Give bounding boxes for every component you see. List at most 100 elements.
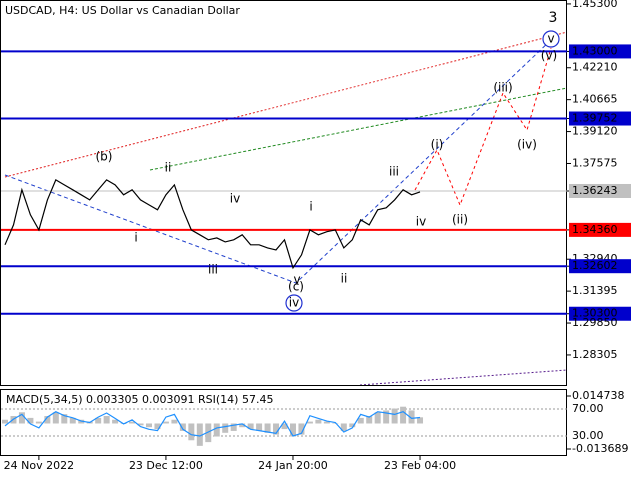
macd-bar [264,423,271,433]
y-tick-label: 1.43000 [572,44,618,57]
macd-bar [357,417,364,424]
price-label-box [569,44,631,59]
macd-bar [298,423,305,435]
y-tick-label: 1.29850 [572,316,618,329]
macd-bar [35,421,42,424]
macd-bar [256,423,263,431]
macd-bar [247,423,254,430]
wave-label: iv [230,192,240,206]
macd-bar [188,423,195,441]
wave-label: (iv) [517,138,537,152]
macd-bar [408,410,415,424]
macd-bar [103,416,110,424]
x-tick-label: 24 Nov 2022 [4,459,74,472]
macd-bar [400,406,407,424]
wave-label: (b) [96,150,113,164]
macd-bar [205,423,212,443]
macd-bar [137,423,144,426]
x-tick-label: 23 Feb 04:00 [384,459,456,472]
macd-bar [213,423,220,437]
wave-label: ii [341,272,348,286]
price-label-box [569,111,631,126]
wave-circle [542,30,560,48]
macd-bar [179,423,186,431]
macd-bar [69,417,76,424]
indicator-frame [0,389,567,456]
y-tick-label: 1.34360 [572,223,618,236]
wave-label: (iii) [493,81,512,95]
macd-bar [2,419,8,424]
price-line [4,179,421,270]
wave-label: i [309,200,312,214]
y-tick-label: 1.39752 [572,112,618,125]
y-tick-label: 1.28305 [572,348,618,361]
macd-bar [273,423,280,435]
macd-bar [366,416,373,424]
macd-bar [315,419,322,424]
price-label-box [569,183,631,198]
y-tick-label: 70.00 [572,402,604,415]
main-frame [0,0,567,386]
macd-bar [44,416,51,424]
wave-label: (c) [288,280,304,294]
wave-circle [285,294,303,312]
macd-bar [171,419,178,424]
price-label-box [569,259,631,274]
macd-bar [332,423,339,424]
price-label-box [569,222,631,237]
macd-bar [289,423,296,437]
macd-bar [18,412,25,424]
wave-label: (i) [431,138,444,152]
forecast-path [414,47,552,207]
wave-label: (ii) [452,213,468,227]
chart-title: USDCAD, H4: US Dollar vs Canadian Dollar [5,4,240,17]
x-tick-label: 24 Jan 20:00 [258,459,328,472]
macd-bar [349,423,356,428]
y-tick-label: 1.30300 [572,307,618,320]
wave-label: v [293,273,300,287]
y-tick-label: 1.45300 [572,0,618,10]
trend-line [149,87,568,171]
price-label-box [569,306,631,321]
macd-bar [374,412,381,424]
y-tick-label: 1.42210 [572,61,618,74]
macd-bar [52,412,59,424]
macd-bar [281,423,288,430]
trend-line [359,369,568,386]
macd-bar [222,423,229,433]
wave-label: i [134,231,137,245]
macd-bar [239,423,246,428]
wave-label: iv [416,215,426,229]
macd-bar [196,423,203,446]
indicator-title: MACD(5,34,5) 0.003305 0.003091 RSI(14) 5… [6,393,273,406]
wave-label: iii [208,263,218,277]
y2-tick-label: 0.014738 [572,389,625,402]
macd-bar [112,419,119,424]
y-tick-label: 1.32602 [572,259,618,272]
macd-bar [340,423,347,431]
macd-bar [323,421,330,424]
macd-bar [162,421,169,424]
y2-tick-label: -0.013689 [572,442,628,455]
wave-label: (v) [541,49,557,63]
y-tick-label: 1.40665 [572,93,618,106]
macd-bar [230,423,237,431]
trend-line [4,31,568,178]
price-line [4,411,421,437]
y-tick-label: 1.39120 [572,125,618,138]
macd-bar [306,421,313,424]
y-tick-label: 1.31395 [572,284,618,297]
y-tick-label: 30.00 [572,429,604,442]
macd-bar [129,421,136,424]
x-tick-label: 23 Dec 12:00 [129,459,203,472]
wave-label: ii [165,161,172,175]
wave-label: iv [289,296,299,310]
y-tick-label: 1.37575 [572,156,618,169]
macd-bar [383,410,390,424]
trend-lines [4,31,568,386]
macd-bar [417,417,424,424]
macd-bar [391,408,398,424]
macd-bar [95,417,102,424]
